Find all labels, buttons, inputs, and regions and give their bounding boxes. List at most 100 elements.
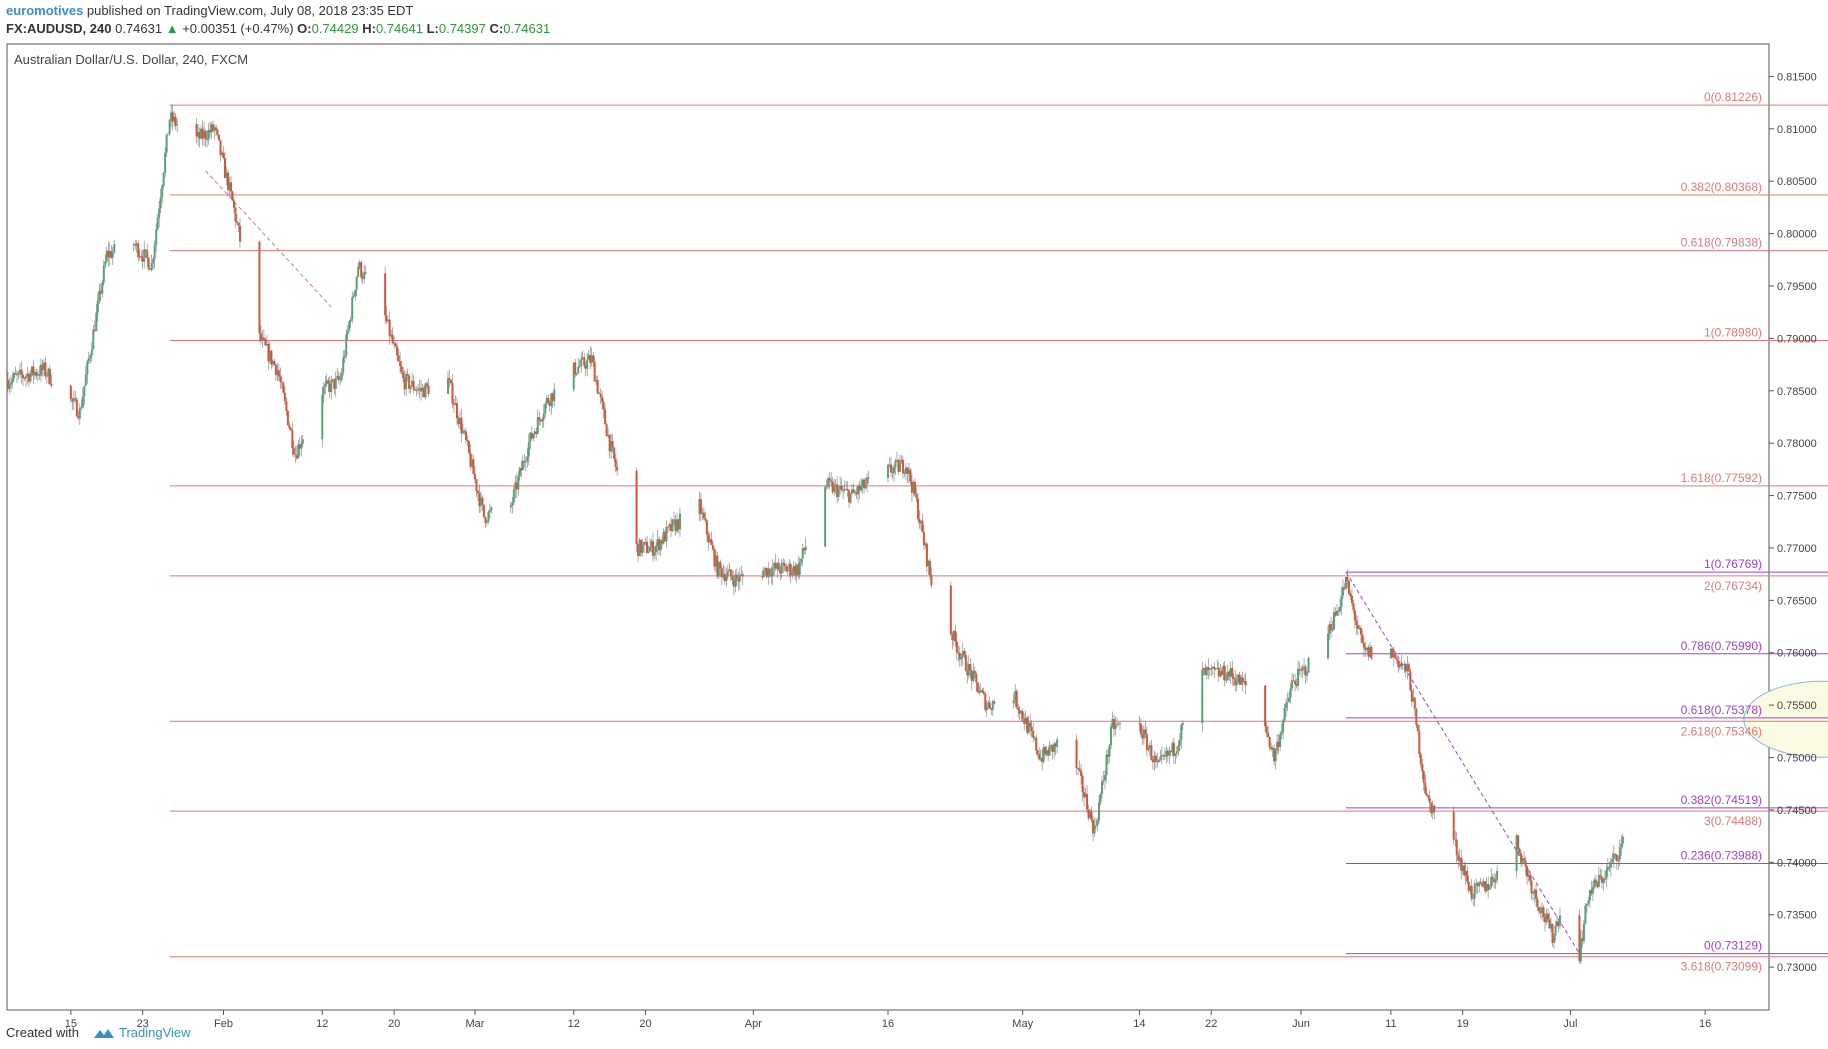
candle-body xyxy=(146,250,149,259)
y-tick-label: 0.78000 xyxy=(1777,438,1817,450)
candle-body xyxy=(1370,646,1373,659)
candle-body xyxy=(949,585,952,635)
candle-body xyxy=(990,708,993,710)
candle-body xyxy=(1606,866,1609,871)
candle-body xyxy=(1181,723,1184,725)
candle-body xyxy=(863,479,866,489)
candle-body xyxy=(584,365,587,369)
candle-body xyxy=(1609,862,1612,868)
candle-body xyxy=(1223,665,1226,681)
candle-body xyxy=(529,432,532,443)
y-tick-label: 0.75500 xyxy=(1777,700,1817,712)
time-axis[interactable]: 15 23 Feb 12 20 Mar 12 20 Apr 16 May 14 22 Jun 11 19 Jul… xyxy=(65,1010,1712,1030)
fib-extension-red[interactable] xyxy=(169,104,1828,958)
candle-body xyxy=(740,574,743,576)
candle-body xyxy=(336,375,339,378)
candle-body xyxy=(550,393,553,407)
candle-body xyxy=(1235,682,1238,686)
candle-body xyxy=(782,562,785,564)
candle-body xyxy=(1228,671,1231,677)
candle-body xyxy=(454,403,457,406)
candle-body xyxy=(966,670,969,676)
candle-body xyxy=(1346,577,1349,581)
candle-body xyxy=(1329,624,1332,631)
candle-body xyxy=(231,191,234,201)
candle-body xyxy=(1045,750,1048,755)
candle-body xyxy=(930,574,933,586)
candle-body xyxy=(704,518,707,521)
candle-body xyxy=(1602,878,1605,883)
candle-body xyxy=(1105,754,1108,776)
candle-body xyxy=(1265,726,1268,733)
candle-body xyxy=(1056,739,1059,747)
candle-body xyxy=(1014,690,1017,701)
candle-body xyxy=(892,467,895,474)
x-tick-label: 11 xyxy=(1385,1018,1396,1030)
candle-body xyxy=(80,407,83,409)
candle-body xyxy=(288,425,291,429)
candle-body xyxy=(1422,771,1425,783)
candle-body xyxy=(734,574,737,587)
candle-body xyxy=(1467,881,1470,891)
y-tick-label: 0.77000 xyxy=(1777,543,1817,555)
candle-body xyxy=(285,400,288,411)
candle-body xyxy=(1214,668,1217,670)
candle-body xyxy=(711,545,714,550)
candle-body xyxy=(913,482,916,495)
candle-body xyxy=(590,355,593,363)
low-value: 0.74397 xyxy=(438,21,486,36)
candle-body xyxy=(641,545,644,553)
candle-body xyxy=(12,373,15,379)
y-tick-label: 0.77500 xyxy=(1777,491,1817,503)
candle-body xyxy=(846,488,849,491)
candle-body xyxy=(1051,744,1054,752)
fib-purple-label: 0.786(0.75990) xyxy=(1681,639,1762,653)
candle-body xyxy=(449,380,452,384)
candle-body xyxy=(1454,839,1457,841)
candle-body xyxy=(731,576,734,581)
candle-body xyxy=(1488,886,1491,890)
candle-body xyxy=(235,221,238,223)
candle-body xyxy=(1425,793,1428,796)
candle-body xyxy=(1178,739,1181,746)
candle-body xyxy=(887,464,889,478)
x-tick-label: 23 xyxy=(137,1018,149,1030)
candle-body xyxy=(517,476,520,490)
candle-body xyxy=(722,573,725,578)
candle-body xyxy=(714,555,717,567)
symbol-label: FX:AUDUSD, 240 xyxy=(6,21,112,36)
candle-body xyxy=(544,403,547,414)
candle-body xyxy=(147,258,150,270)
candle-body xyxy=(1270,747,1273,750)
fib-red-label: 0.618(0.79838) xyxy=(1681,236,1762,250)
candle-body xyxy=(912,482,915,493)
candle-body xyxy=(295,455,298,459)
open-label: O: xyxy=(297,21,312,36)
candle-body xyxy=(17,372,20,375)
symbol-info: FX:AUDUSD, 240 0.74631 ▲ +0.00351 (+0.47… xyxy=(6,21,550,36)
candle-body xyxy=(75,399,78,417)
candle-body xyxy=(1413,697,1416,709)
tradingview-link[interactable]: TradingView xyxy=(85,1025,191,1040)
candle-body xyxy=(45,375,48,377)
candle-body xyxy=(1208,668,1211,671)
candle-body xyxy=(390,334,393,337)
candle-body xyxy=(149,269,152,271)
candle-body xyxy=(1584,905,1587,924)
candle-body xyxy=(1359,627,1362,635)
price-axis[interactable]: 0.81500 0.81000 0.80500 0.80000 0.79500 0.790… xyxy=(1769,71,1817,974)
candle-body xyxy=(237,222,240,226)
candle-body xyxy=(1220,671,1223,675)
candle-body xyxy=(611,441,614,448)
candle-body xyxy=(898,463,901,472)
candle-body xyxy=(839,485,842,489)
candle-body xyxy=(357,266,360,277)
candle-body xyxy=(385,315,388,322)
candle-body xyxy=(271,360,274,365)
candle-body xyxy=(1415,708,1418,725)
candle-body xyxy=(1021,711,1024,719)
fib-retracement-purple[interactable] xyxy=(1345,571,1828,955)
candle-body xyxy=(536,417,539,434)
author-link[interactable]: euromotives xyxy=(6,3,84,18)
